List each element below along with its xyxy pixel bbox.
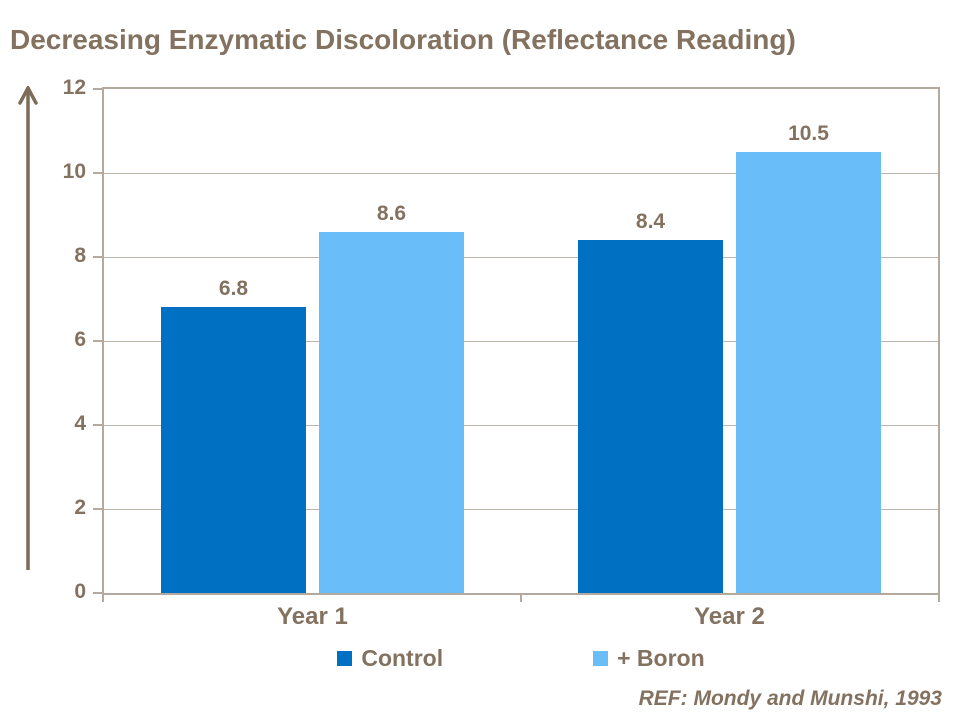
legend: Control + Boron: [102, 645, 940, 672]
y-tick-mark-2: [93, 508, 103, 510]
legend-swatch-icon: [337, 651, 353, 666]
reference-text: REF: Mondy and Munshi, 1993: [638, 687, 942, 710]
legend-swatch-icon: [593, 651, 609, 666]
y-tick-label-0: 0: [74, 580, 86, 603]
x-tick-mark-0: [102, 595, 104, 602]
plot-area: 6.8 8.6 8.4 10.5: [102, 87, 940, 595]
y-tick-mark-0: [93, 592, 103, 594]
legend-label: Control: [361, 645, 444, 671]
gridline-y-10: [104, 173, 938, 174]
chart-title: Decreasing Enzymatic Discoloration (Refl…: [10, 24, 796, 55]
bar-year2-control: [578, 240, 723, 593]
x-tick-mark-1: [520, 595, 522, 602]
y-tick-mark-12: [93, 88, 103, 90]
bar-value-label: 10.5: [788, 122, 829, 145]
y-tick-mark-10: [93, 172, 103, 174]
y-tick-label-6: 6: [74, 328, 86, 351]
y-tick-label-4: 4: [74, 412, 86, 435]
up-arrow-icon: [18, 86, 38, 570]
gridline-y-8: [104, 257, 938, 258]
y-tick-mark-4: [93, 424, 103, 426]
y-tick-mark-6: [93, 340, 103, 342]
gridline-y-4: [104, 425, 938, 426]
bar-value-label: 8.4: [635, 210, 666, 234]
bar-year1-boron: [319, 231, 464, 593]
y-tick-label-12: 12: [62, 76, 86, 99]
gridline-y-2: [104, 509, 938, 510]
gridline-y-6: [104, 341, 938, 342]
legend-item-control: Control: [337, 645, 443, 672]
y-tick-mark-8: [93, 256, 103, 258]
x-category-label-2: Year 2: [694, 603, 765, 630]
x-category-label-1: Year 1: [277, 603, 348, 630]
bar-value-label: 8.6: [376, 201, 407, 225]
y-tick-label-2: 2: [74, 496, 86, 519]
bar-year1-control: [161, 307, 306, 593]
bar-value-label: 6.8: [218, 277, 249, 301]
y-tick-label-8: 8: [74, 244, 86, 267]
bar-year2-boron: [736, 152, 881, 593]
x-tick-mark-2: [938, 595, 940, 602]
legend-item-boron: + Boron: [593, 645, 705, 672]
y-tick-label-10: 10: [62, 160, 86, 183]
legend-label: + Boron: [617, 645, 705, 671]
